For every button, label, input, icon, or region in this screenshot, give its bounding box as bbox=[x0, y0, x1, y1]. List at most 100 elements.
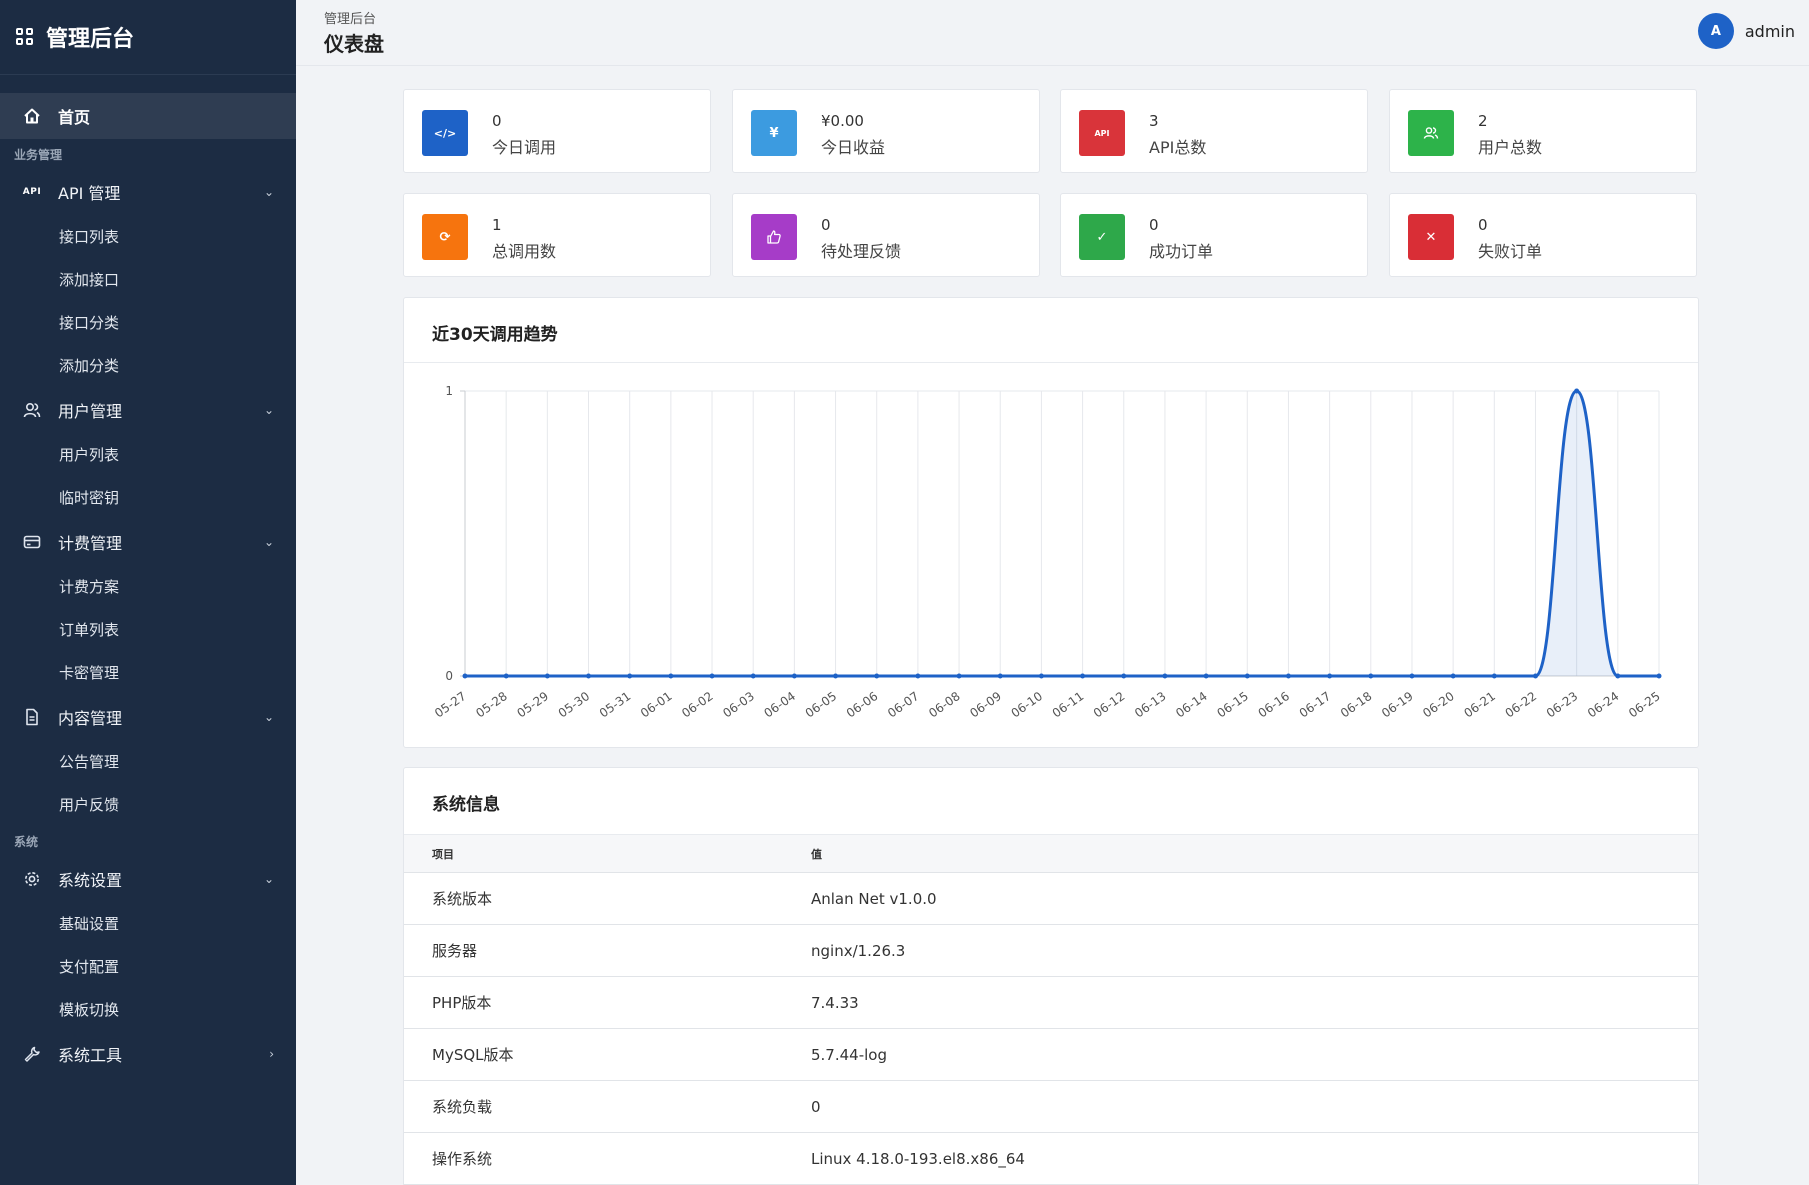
x-tick-label: 06-20 bbox=[1420, 689, 1457, 720]
grid-icon bbox=[16, 28, 34, 46]
credit-card-icon bbox=[22, 532, 42, 552]
api-icon: API bbox=[22, 187, 42, 197]
sidebar-item-basic-settings[interactable]: 基础设置 bbox=[59, 915, 120, 933]
sidebar-item-home[interactable]: 首页 bbox=[0, 93, 296, 139]
table-row: 系统负载 0 bbox=[404, 1080, 1698, 1133]
x-tick-label: 06-23 bbox=[1544, 689, 1581, 720]
sidebar-item-label: 首页 bbox=[58, 108, 91, 127]
thumbs-up-icon bbox=[751, 214, 797, 260]
data-point bbox=[503, 673, 509, 679]
x-tick-label: 06-16 bbox=[1256, 689, 1293, 720]
home-icon bbox=[22, 106, 42, 126]
y-tick-label: 0 bbox=[445, 669, 453, 683]
data-point bbox=[1450, 673, 1456, 679]
sidebar-group-label: 用户管理 bbox=[58, 402, 123, 421]
stat-label: 总调用数 bbox=[492, 242, 557, 261]
sidebar-section-system: 系统 bbox=[14, 834, 39, 849]
chevron-right-icon: › bbox=[269, 1047, 274, 1061]
chevron-down-icon: ⌄ bbox=[263, 872, 274, 886]
row-item-name: 服务器 bbox=[404, 924, 811, 977]
x-tick-label: 06-03 bbox=[720, 689, 757, 720]
data-point bbox=[462, 673, 468, 679]
user-menu[interactable]: A admin bbox=[1697, 13, 1795, 49]
stat-label: 用户总数 bbox=[1478, 138, 1543, 157]
sidebar-group-api[interactable]: API API 管理 ⌄ bbox=[0, 169, 296, 215]
x-tick-label: 06-07 bbox=[885, 689, 922, 720]
x-tick-label: 06-22 bbox=[1503, 689, 1540, 720]
sidebar-item-order-list[interactable]: 订单列表 bbox=[59, 621, 120, 639]
sidebar-group-settings[interactable]: 系统设置 ⌄ bbox=[0, 856, 296, 902]
data-point bbox=[1327, 673, 1333, 679]
data-point bbox=[1244, 673, 1250, 679]
data-point bbox=[627, 673, 633, 679]
sidebar-group-billing[interactable]: 计费管理 ⌄ bbox=[0, 519, 296, 565]
stat-label: 成功订单 bbox=[1149, 242, 1214, 261]
stat-card: ⟳ 1 总调用数 bbox=[403, 193, 711, 277]
x-tick-label: 06-17 bbox=[1297, 689, 1334, 720]
table-row: PHP版本 7.4.33 bbox=[404, 976, 1698, 1029]
sidebar-item-billing-plans[interactable]: 计费方案 bbox=[59, 578, 120, 596]
data-point bbox=[1038, 673, 1044, 679]
x-tick-label: 06-21 bbox=[1461, 689, 1498, 720]
data-point bbox=[1121, 673, 1127, 679]
wrench-icon bbox=[22, 1044, 42, 1064]
sidebar-group-label: API 管理 bbox=[58, 184, 121, 203]
sidebar-group-users[interactable]: 用户管理 ⌄ bbox=[0, 387, 296, 433]
brand[interactable]: 管理后台 bbox=[0, 0, 296, 75]
sidebar-item-category-add[interactable]: 添加分类 bbox=[59, 357, 120, 375]
row-item-value: nginx/1.26.3 bbox=[811, 924, 1698, 977]
sidebar-item-api-list[interactable]: 接口列表 bbox=[59, 228, 120, 246]
row-item-value: 7.4.33 bbox=[811, 976, 1698, 1029]
sidebar-item-card-keys[interactable]: 卡密管理 bbox=[59, 664, 120, 682]
system-info-rows: 系统版本 Anlan Net v1.0.0 服务器 nginx/1.26.3 PHP版本… bbox=[404, 872, 1698, 1185]
column-header-value: 值 bbox=[811, 834, 1698, 873]
x-tick-label: 06-12 bbox=[1091, 689, 1128, 720]
sidebar-item-feedback[interactable]: 用户反馈 bbox=[59, 796, 120, 814]
system-info-title: 系统信息 bbox=[432, 795, 500, 815]
x-tick-label: 06-25 bbox=[1626, 689, 1663, 720]
table-row: 系统版本 Anlan Net v1.0.0 bbox=[404, 872, 1698, 925]
x-tick-label: 06-18 bbox=[1338, 689, 1375, 720]
stat-label: 今日调用 bbox=[492, 138, 557, 157]
chart-title: 近30天调用趋势 bbox=[432, 325, 558, 345]
username: admin bbox=[1744, 21, 1795, 41]
sidebar-item-payment-config[interactable]: 支付配置 bbox=[59, 958, 120, 976]
data-point bbox=[1656, 673, 1662, 679]
api-icon: API bbox=[1079, 110, 1125, 156]
sidebar-group-tools[interactable]: 系统工具 › bbox=[0, 1031, 296, 1077]
x-tick-label: 05-29 bbox=[514, 689, 551, 720]
users-icon bbox=[1408, 110, 1454, 156]
sidebar-group-content[interactable]: 内容管理 ⌄ bbox=[0, 694, 296, 740]
stat-label: 今日收益 bbox=[821, 138, 886, 157]
data-point bbox=[1574, 388, 1580, 394]
data-point bbox=[1409, 673, 1415, 679]
x-tick-label: 05-28 bbox=[473, 689, 510, 720]
sidebar: 管理后台 首页 业务管理 API API 管理 ⌄ 接口列表 添加接口 接口分类… bbox=[0, 0, 296, 1185]
data-point bbox=[668, 673, 674, 679]
sidebar-group-label: 系统工具 bbox=[58, 1046, 123, 1065]
document-icon bbox=[22, 707, 42, 727]
sidebar-item-announcements[interactable]: 公告管理 bbox=[59, 753, 120, 771]
row-item-name: 操作系统 bbox=[404, 1132, 811, 1185]
sidebar-item-api-category[interactable]: 接口分类 bbox=[59, 314, 120, 332]
table-header-row: 项目 值 bbox=[404, 834, 1698, 873]
refresh-icon: ⟳ bbox=[422, 214, 468, 260]
stat-card: </> 0 今日调用 bbox=[403, 89, 711, 173]
row-item-name: 系统版本 bbox=[404, 872, 811, 925]
sidebar-item-template-switch[interactable]: 模板切换 bbox=[59, 1001, 120, 1019]
sidebar-section-business: 业务管理 bbox=[14, 147, 63, 162]
chart-panel: 近30天调用趋势 0 1 05-27 05-28 05-29 05-30 05-31 06-0… bbox=[403, 297, 1699, 748]
users-icon bbox=[22, 400, 42, 420]
stat-value: 1 bbox=[492, 216, 502, 234]
sidebar-item-temp-keys[interactable]: 临时密钥 bbox=[59, 489, 120, 507]
top-header: 管理后台 仪表盘 A admin bbox=[296, 0, 1809, 66]
row-item-name: PHP版本 bbox=[404, 976, 811, 1029]
sidebar-item-user-list[interactable]: 用户列表 bbox=[59, 446, 120, 464]
sidebar-item-api-add[interactable]: 添加接口 bbox=[59, 271, 120, 289]
stat-value: 0 bbox=[492, 112, 502, 130]
row-item-value: Anlan Net v1.0.0 bbox=[811, 872, 1698, 925]
x-tick-label: 06-24 bbox=[1585, 689, 1622, 720]
row-item-value: 0 bbox=[811, 1080, 1698, 1133]
close-icon: ✕ bbox=[1408, 214, 1454, 260]
